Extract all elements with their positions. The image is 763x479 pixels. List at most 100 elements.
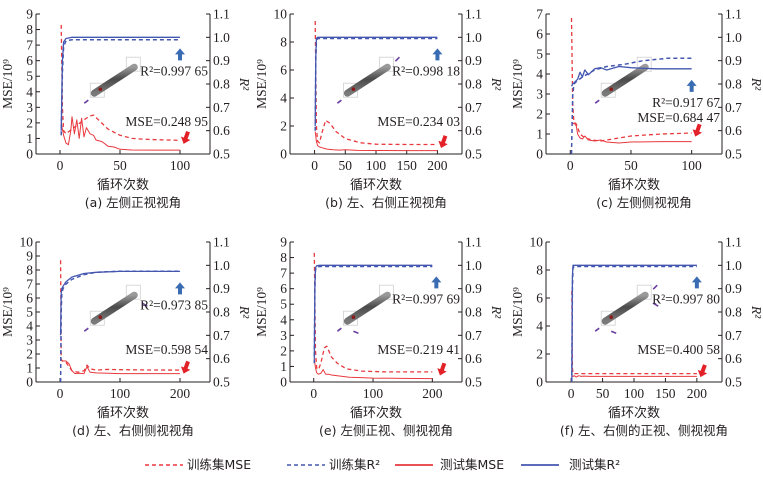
y2-axis-label: R² — [237, 77, 252, 91]
y-tick-label: 1 — [536, 127, 543, 142]
arrow-up-shape — [691, 276, 702, 289]
y-tick-label: 2 — [26, 115, 33, 130]
y2-tick-label: 1.0 — [465, 30, 482, 45]
plot-area — [313, 252, 433, 380]
y2-tick-label: 1.0 — [213, 258, 230, 273]
arrow-up-shape — [431, 276, 442, 289]
y-tick-label: 4 — [280, 312, 287, 327]
rod-tip-dot — [609, 315, 613, 319]
subplot-caption: (a) 左侧正视视角 — [85, 195, 181, 210]
series-test-mse — [314, 131, 438, 152]
y-tick-label: 10 — [274, 7, 288, 22]
y-tick-label: 4 — [280, 91, 287, 106]
y2-tick-label: 0.7 — [725, 328, 742, 343]
camera-view-inset-image — [594, 56, 652, 104]
y2-tick-label: 1.0 — [213, 30, 230, 45]
x-tick-label: 100 — [682, 158, 703, 173]
y-tick-label: 4 — [26, 319, 33, 334]
arrow-down-shape — [437, 362, 447, 376]
plot-area — [314, 20, 438, 152]
x-tick-label: 0 — [311, 158, 318, 173]
y-tick-label: 5 — [26, 69, 33, 84]
plot-area — [571, 264, 697, 382]
r2-annotation: R²=0.997 65 — [140, 63, 208, 78]
arrow-up-shape — [175, 48, 185, 61]
series-train-r2 — [60, 38, 180, 136]
y-tick-label: 6 — [26, 53, 33, 68]
series-test-r2 — [314, 36, 438, 127]
y-tick-label: 0 — [26, 147, 33, 162]
mse-annotation: MSE=0.219 41 — [377, 342, 460, 357]
y-tick-label: 8 — [280, 35, 287, 50]
camera-marker-icon — [336, 327, 342, 332]
y2-tick-label: 0.9 — [465, 53, 482, 68]
y2-tick-label: 0.7 — [213, 100, 230, 115]
y2-axis-label: R² — [237, 305, 252, 319]
camera-view-inset-image — [336, 56, 400, 104]
series-test-r2 — [571, 264, 697, 382]
y-tick-label: 3 — [26, 333, 33, 348]
y2-tick-label: 0.9 — [213, 281, 230, 296]
arrow-up-icon — [691, 276, 702, 289]
y-tick-label: 5 — [26, 305, 33, 320]
x-tick-label: 100 — [110, 386, 131, 401]
legend-item-train-mse: 训练集MSE — [145, 457, 251, 472]
y2-tick-label: 1.1 — [725, 235, 742, 250]
y2-tick-label: 0.7 — [465, 328, 482, 343]
x-tick-label: 50 — [339, 158, 353, 173]
camera-marker-icon — [594, 99, 600, 104]
y-tick-label: 1 — [26, 131, 33, 146]
y-axis-label: MSE/10⁹ — [510, 287, 525, 337]
y2-tick-label: 0.5 — [725, 147, 742, 162]
x-tick-label: 100 — [363, 386, 384, 401]
y-tick-label: 2 — [26, 347, 33, 362]
y-tick-label: 6 — [280, 281, 287, 296]
series-test-mse — [571, 374, 697, 378]
series-test-mse — [313, 358, 433, 380]
y-tick-label: 0 — [280, 375, 287, 390]
x-tick-label: 0 — [57, 158, 64, 173]
camera-view-inset-image — [594, 284, 659, 334]
x-tick-label: 0 — [57, 386, 64, 401]
series-train-r2 — [59, 270, 180, 382]
y-tick-label: 6 — [280, 63, 287, 78]
y2-tick-label: 0.6 — [725, 351, 742, 366]
x-tick-label: 100 — [170, 158, 191, 173]
y2-tick-label: 0.8 — [465, 77, 482, 92]
camera-marker-icon — [652, 302, 659, 307]
y-tick-label: 7 — [536, 7, 543, 22]
rod-tip-dot — [351, 87, 356, 91]
camera-marker-icon — [394, 56, 400, 62]
y-axis-label: MSE/10⁹ — [254, 59, 269, 109]
arrow-up-icon — [431, 276, 442, 289]
plot-area — [60, 24, 181, 151]
y-tick-label: 3 — [536, 87, 543, 102]
arrow-down-shape — [180, 360, 191, 374]
mse-annotation: MSE=0.248 95 — [125, 114, 208, 129]
y2-tick-label: 0.5 — [465, 147, 482, 162]
y2-tick-label: 0.6 — [465, 123, 482, 138]
y2-axis-label: R² — [489, 305, 504, 319]
y2-tick-label: 0.6 — [465, 351, 482, 366]
legend-item-test-mse: 测试集MSE — [395, 457, 504, 472]
camera-marker-icon — [83, 99, 89, 104]
y-tick-label: 2 — [280, 119, 287, 134]
rod-tip-dot — [351, 315, 356, 319]
plot-area — [570, 17, 692, 154]
subplot-caption: (b) 左、右侧正视视角 — [325, 195, 447, 210]
camera-marker-icon — [83, 327, 89, 332]
y2-tick-label: 0.8 — [465, 305, 482, 320]
y2-tick-label: 1.1 — [213, 235, 230, 250]
y-tick-label: 6 — [26, 291, 33, 306]
plot-area — [59, 260, 181, 382]
series-train-mse — [313, 252, 433, 373]
camera-view-inset-image — [83, 284, 148, 332]
camera-view-inset-image — [83, 56, 141, 104]
arrow-down-icon — [180, 360, 191, 374]
y2-tick-label: 0.8 — [213, 305, 230, 320]
x-tick-label: 0 — [567, 158, 574, 173]
